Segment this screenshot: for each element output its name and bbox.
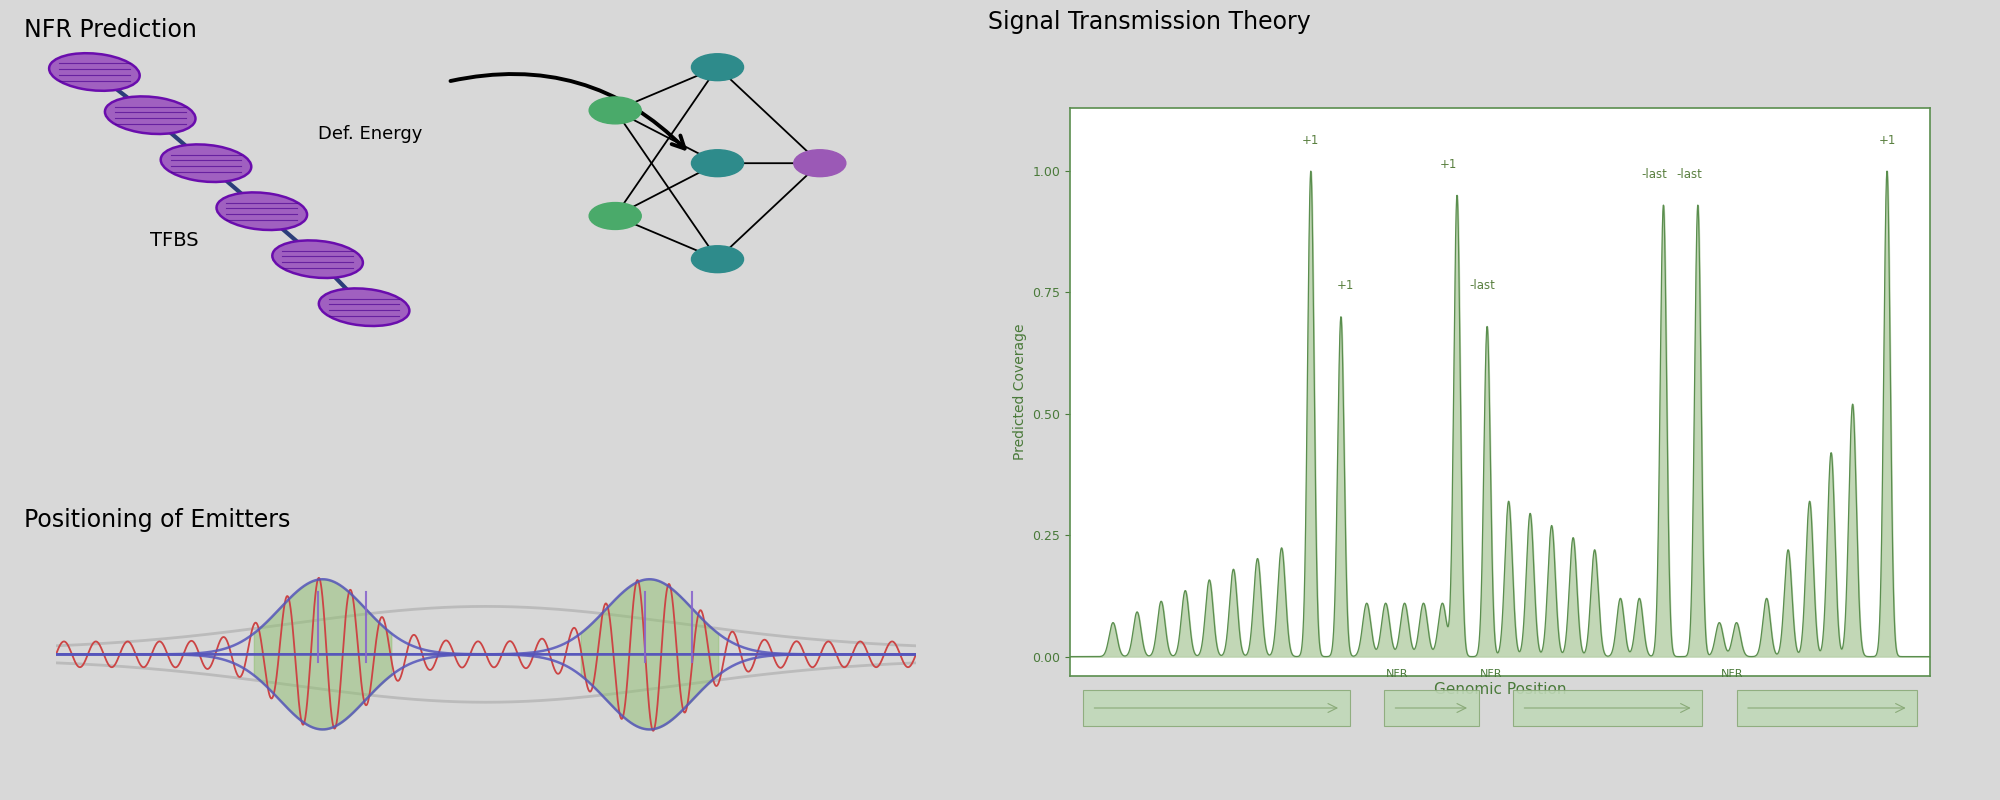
Text: NFR Prediction: NFR Prediction	[24, 18, 196, 42]
Text: -last: -last	[1676, 168, 1702, 181]
Circle shape	[692, 54, 744, 81]
Text: +1: +1	[1878, 134, 1896, 147]
Text: NFR: NFR	[1720, 669, 1744, 678]
Circle shape	[590, 97, 642, 124]
Text: +1: +1	[1302, 134, 1320, 147]
FancyBboxPatch shape	[1384, 690, 1478, 726]
Ellipse shape	[318, 288, 410, 326]
FancyBboxPatch shape	[1082, 690, 1350, 726]
Text: TFBS: TFBS	[150, 230, 198, 250]
Text: Def. Energy: Def. Energy	[318, 126, 422, 143]
Text: -last: -last	[1470, 279, 1496, 293]
Ellipse shape	[272, 240, 362, 278]
Text: NFR: NFR	[1480, 669, 1502, 678]
Ellipse shape	[104, 96, 196, 134]
Circle shape	[590, 202, 642, 230]
Circle shape	[692, 246, 744, 273]
Circle shape	[692, 150, 744, 177]
Text: +1: +1	[1440, 158, 1458, 171]
Ellipse shape	[216, 192, 308, 230]
Y-axis label: Predicted Coverage: Predicted Coverage	[1012, 324, 1026, 460]
Text: Positioning of Emitters: Positioning of Emitters	[24, 508, 290, 532]
FancyBboxPatch shape	[1736, 690, 1918, 726]
Ellipse shape	[50, 53, 140, 91]
Text: NFR: NFR	[1386, 669, 1408, 678]
Circle shape	[794, 150, 846, 177]
Ellipse shape	[160, 144, 252, 182]
Text: +1: +1	[1336, 279, 1354, 293]
X-axis label: Genomic Position: Genomic Position	[1434, 682, 1566, 697]
Text: -last: -last	[1642, 168, 1668, 181]
Text: Signal Transmission Theory: Signal Transmission Theory	[988, 10, 1310, 34]
FancyBboxPatch shape	[1512, 690, 1702, 726]
